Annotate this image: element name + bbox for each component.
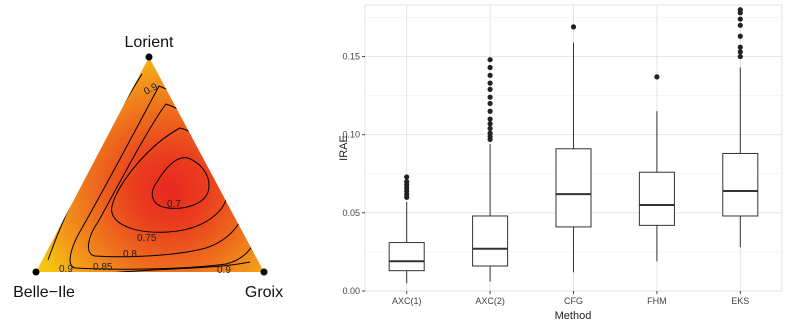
x-axis: AXC(1) AXC(2) CFG FHM EKS xyxy=(392,291,749,306)
contour-0.9-bottom xyxy=(99,261,251,272)
vertex-label-right: Groix xyxy=(245,284,283,301)
y-tick-label: 0.00 xyxy=(342,286,360,296)
outlier-point xyxy=(737,49,743,55)
outlier-point xyxy=(570,24,577,30)
x-tick-label: EKS xyxy=(731,296,749,306)
contour-label: 0.7 xyxy=(167,199,181,210)
box-group xyxy=(555,24,592,273)
outlier-point xyxy=(404,174,410,180)
contour-0.7 xyxy=(151,157,210,209)
outlier-point xyxy=(487,121,493,127)
contour-label: 0.75 xyxy=(137,233,157,244)
outlier-point xyxy=(487,64,493,71)
y-tick-label: 0.05 xyxy=(342,208,360,218)
outlier-point xyxy=(737,7,743,13)
box xyxy=(555,148,592,228)
box-group xyxy=(722,7,759,248)
outlier-point xyxy=(737,33,743,39)
x-tick-label: CFG xyxy=(564,296,583,306)
outlier-point xyxy=(487,108,493,114)
vertex-label-top: Lorient xyxy=(125,34,174,51)
y-axis: 0.00 0.05 0.10 0.15 xyxy=(342,52,365,296)
contour-label: 0.8 xyxy=(123,249,137,260)
vertex-label-left: Belle−Ile xyxy=(13,284,75,301)
vertex-marker-top xyxy=(145,53,153,61)
outlier-point xyxy=(487,130,493,136)
outlier-point xyxy=(487,125,493,132)
boxplot-panel: 0.00 0.05 0.10 0.15 AXC(1) AXC(2) CFG FHM EKS I… xyxy=(338,4,783,322)
outlier-point xyxy=(737,16,743,22)
contour-label: 0.9 xyxy=(217,265,231,276)
box xyxy=(638,171,675,226)
vertex-marker-left xyxy=(32,268,40,276)
box-group xyxy=(388,174,425,284)
outlier-point xyxy=(487,57,493,63)
outlier-point xyxy=(487,86,493,92)
box xyxy=(472,215,509,267)
vertex-marker-right xyxy=(260,268,268,276)
box xyxy=(722,152,759,217)
outlier-point xyxy=(487,116,493,122)
ternary-panel: 0.7 0.75 0.8 0.85 0.9 0.9 0.9 Lorient Be… xyxy=(13,34,283,301)
y-tick-label: 0.15 xyxy=(342,52,360,62)
x-tick-label: AXC(2) xyxy=(475,296,505,306)
y-tick-label: 0.10 xyxy=(342,130,360,140)
outlier-point xyxy=(737,22,743,28)
box xyxy=(388,242,425,272)
outlier-point xyxy=(487,100,493,107)
x-axis-title: Method xyxy=(555,310,592,322)
outlier-point xyxy=(487,80,493,86)
contour-label: 0.9 xyxy=(59,264,73,275)
boxes xyxy=(388,7,759,284)
ternary-surface xyxy=(36,57,264,272)
x-tick-label: AXC(1) xyxy=(392,296,422,306)
outlier-point xyxy=(487,72,493,78)
outlier-point xyxy=(404,179,410,185)
outlier-point xyxy=(737,44,743,50)
outlier-point xyxy=(737,53,743,60)
box-group xyxy=(638,74,675,262)
outlier-point xyxy=(654,74,660,80)
y-axis-title: IRAE xyxy=(338,135,350,161)
box-group xyxy=(472,57,509,282)
contour-label: 0.85 xyxy=(93,262,113,273)
x-tick-label: FHM xyxy=(647,296,667,306)
outlier-point xyxy=(487,94,493,100)
